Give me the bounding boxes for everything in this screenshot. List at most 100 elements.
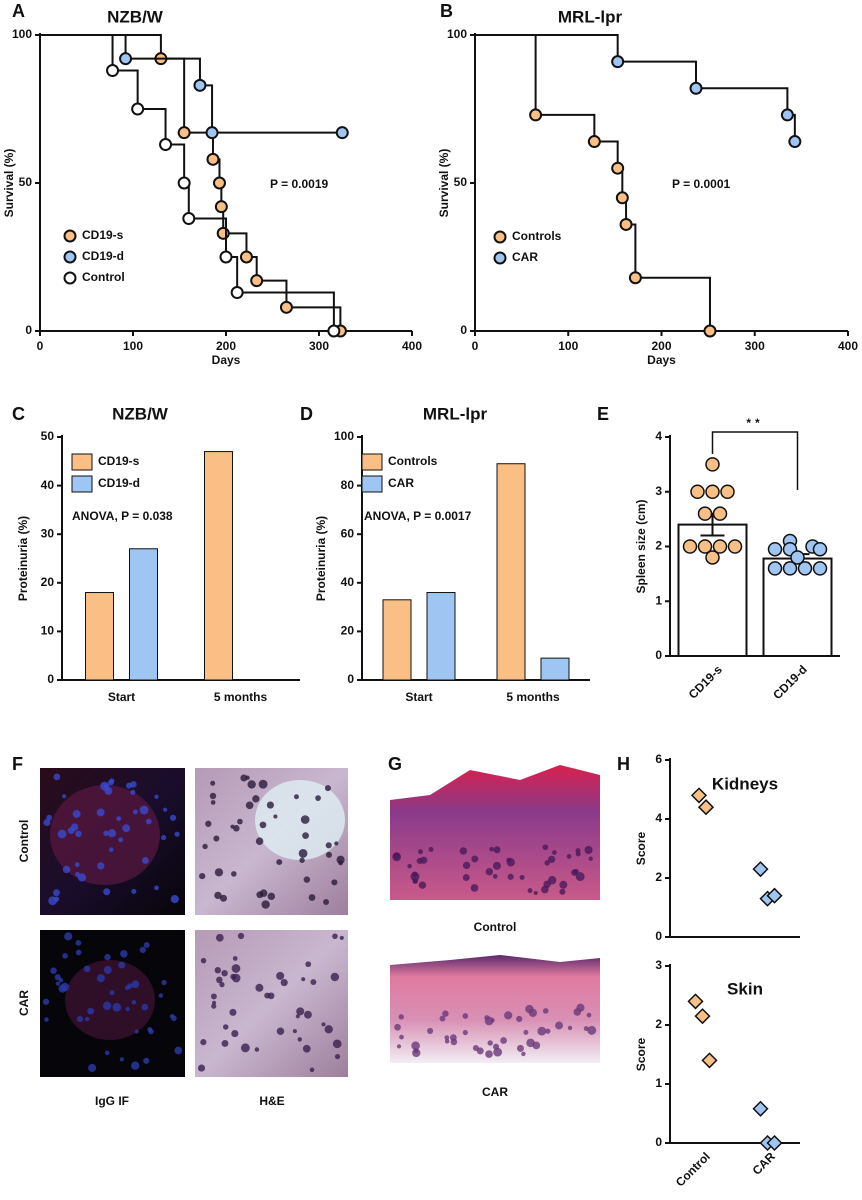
y-axis-label: Score bbox=[634, 832, 648, 866]
y-tick-label: 60 bbox=[341, 526, 355, 540]
data-point bbox=[812, 541, 828, 557]
nucleus bbox=[199, 872, 206, 880]
event-marker bbox=[131, 102, 145, 116]
x-tick-label: 200 bbox=[216, 339, 236, 353]
diamond-marker bbox=[752, 1100, 769, 1117]
event-marker bbox=[628, 271, 642, 285]
nucleus bbox=[139, 946, 146, 954]
event-marker bbox=[206, 152, 220, 166]
nucleus bbox=[134, 1029, 139, 1034]
nucleus bbox=[293, 794, 299, 800]
event-marker bbox=[214, 200, 228, 214]
y-tick-label: 1 bbox=[655, 1076, 662, 1090]
nucleus bbox=[256, 891, 264, 899]
event-marker bbox=[780, 108, 794, 122]
nucleus bbox=[588, 856, 593, 861]
y-tick-label: 0 bbox=[25, 323, 32, 337]
annotation: ANOVA, P = 0.038 bbox=[72, 509, 173, 523]
legend-swatch bbox=[361, 475, 383, 493]
nucleus bbox=[62, 953, 68, 959]
y-tick-label: 2 bbox=[655, 1017, 662, 1031]
x-tick-label: 300 bbox=[309, 339, 329, 353]
nucleus bbox=[399, 1034, 404, 1040]
nucleus bbox=[418, 849, 423, 855]
data-point bbox=[797, 561, 813, 576]
legend-label: Control bbox=[82, 270, 125, 284]
nucleus bbox=[169, 814, 177, 821]
nucleus bbox=[108, 847, 114, 852]
nucleus bbox=[459, 847, 468, 855]
panel-letter: G bbox=[388, 754, 402, 774]
y-axis-label: Spleen size (cm) bbox=[634, 499, 648, 593]
survival-line bbox=[40, 34, 343, 134]
nucleus bbox=[75, 830, 82, 838]
x-tick-label: 400 bbox=[838, 339, 858, 353]
y-tick-label: 50 bbox=[41, 429, 55, 443]
nucleus bbox=[266, 801, 274, 809]
nucleus bbox=[120, 950, 128, 958]
event-marker bbox=[250, 274, 264, 288]
nucleus bbox=[566, 854, 572, 859]
nucleus bbox=[462, 861, 471, 870]
nucleus bbox=[462, 1013, 469, 1019]
nucleus bbox=[210, 993, 217, 1000]
annotation: P = 0.0001 bbox=[672, 177, 730, 191]
diamond-marker bbox=[690, 787, 708, 804]
nucleus bbox=[493, 846, 501, 854]
nucleus bbox=[292, 1029, 297, 1034]
nucleus bbox=[296, 1007, 305, 1016]
nucleus bbox=[85, 1016, 90, 1022]
bar bbox=[496, 463, 526, 681]
nucleus bbox=[489, 846, 494, 852]
nuclei bbox=[42, 773, 597, 1073]
nucleus bbox=[267, 892, 276, 901]
nucleus bbox=[154, 885, 159, 891]
nucleus bbox=[109, 990, 115, 996]
panel-letter: D bbox=[300, 404, 313, 424]
nucleus bbox=[205, 820, 212, 827]
data-point bbox=[790, 550, 805, 565]
nucleus bbox=[462, 1030, 468, 1036]
event-marker bbox=[212, 176, 226, 190]
x-tick-label: Start bbox=[405, 690, 432, 704]
nucleus bbox=[197, 1064, 206, 1072]
nucleus bbox=[231, 964, 241, 973]
nucleus bbox=[200, 1039, 207, 1046]
nucleus bbox=[493, 1047, 503, 1057]
nucleus bbox=[332, 1039, 342, 1049]
nucleus bbox=[261, 900, 270, 909]
data-point bbox=[712, 506, 728, 521]
x-tick-label: 100 bbox=[558, 339, 578, 353]
nucleus bbox=[324, 1025, 333, 1034]
nucleus bbox=[442, 1010, 449, 1017]
survival-line bbox=[475, 34, 796, 142]
y-axis-label: Proteinuria (%) bbox=[314, 516, 328, 601]
nucleus bbox=[247, 780, 256, 789]
nucleus bbox=[476, 1047, 484, 1055]
nucleus bbox=[103, 830, 109, 836]
diamond-marker bbox=[687, 993, 704, 1010]
event-marker bbox=[788, 135, 802, 149]
nucleus bbox=[543, 880, 551, 888]
nucleus bbox=[147, 1027, 153, 1033]
event-marker bbox=[230, 286, 244, 300]
x-tick-label: 5 months bbox=[506, 690, 560, 704]
nucleus bbox=[542, 1008, 549, 1014]
nucleus bbox=[240, 774, 248, 782]
nucleus bbox=[231, 1029, 239, 1038]
diamond-marker bbox=[694, 1008, 711, 1025]
event-marker bbox=[703, 324, 717, 338]
nucleus bbox=[232, 956, 238, 961]
panel-letter: E bbox=[597, 404, 609, 424]
legend-label: CD19-s bbox=[98, 454, 140, 468]
nucleus bbox=[70, 823, 79, 831]
nucleus bbox=[492, 873, 498, 879]
significance-bracket bbox=[711, 431, 799, 490]
x-axis-label: Days bbox=[212, 353, 241, 367]
nucleus bbox=[219, 894, 228, 902]
nucleus bbox=[230, 824, 235, 829]
nucleus bbox=[559, 888, 566, 895]
event-marker bbox=[106, 64, 120, 78]
nucleus bbox=[485, 1050, 493, 1058]
nucleus bbox=[88, 1063, 97, 1072]
